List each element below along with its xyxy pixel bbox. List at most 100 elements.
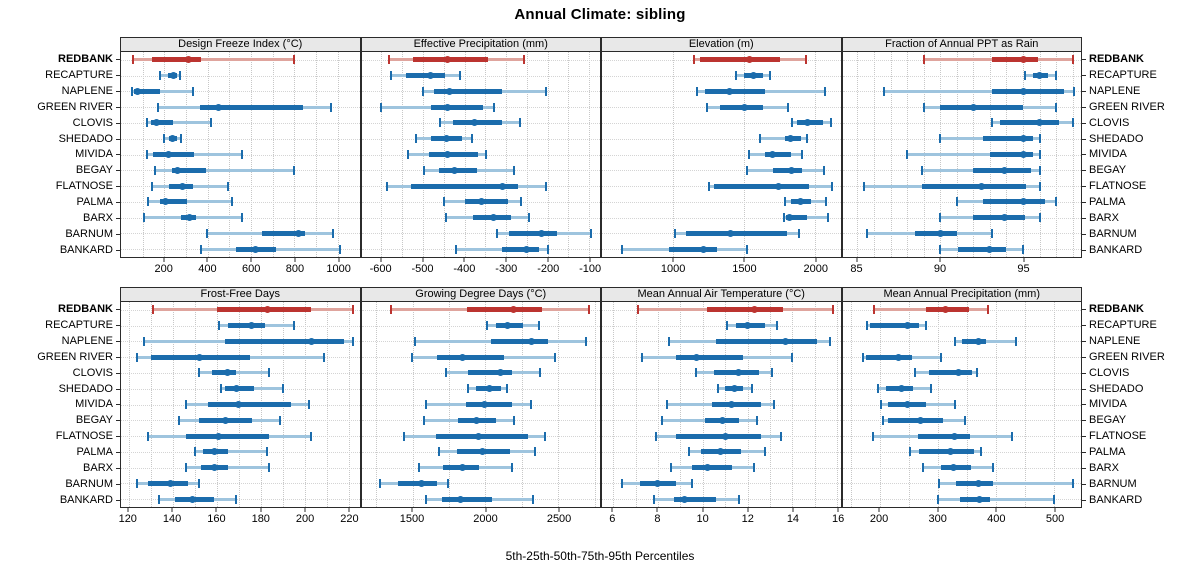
y-axis-tick <box>1082 467 1086 469</box>
median-dot <box>786 214 794 222</box>
whisker-cap <box>268 368 271 378</box>
iqr-box <box>711 401 761 407</box>
axis-tick-label: 1500 <box>732 263 757 275</box>
whisker-line <box>883 89 1075 93</box>
whisker-cap <box>753 463 756 473</box>
median-dot <box>894 353 902 361</box>
panel-strip: Mean Annual Air Temperature (°C) <box>601 287 842 302</box>
axis-tick <box>937 508 939 512</box>
site-label-row: RECAPTURE <box>0 318 120 334</box>
site-label: BARNUM <box>65 477 113 490</box>
whisker-cap <box>706 102 709 112</box>
gridline-horizontal <box>121 186 360 188</box>
whisker-cap <box>748 149 751 159</box>
axis-tick <box>163 258 165 262</box>
gridline-horizontal <box>602 217 841 219</box>
y-axis-tick <box>1082 325 1086 327</box>
site-label-row: BARNUM <box>1082 476 1200 492</box>
median-dot <box>473 416 481 424</box>
whisker-cap <box>746 244 749 254</box>
percentile-row <box>362 349 601 365</box>
whisker-cap <box>351 305 354 315</box>
median-dot <box>442 135 450 143</box>
whisker-cap <box>279 415 282 425</box>
site-label-row: BANKARD <box>0 242 120 258</box>
whisker-cap <box>588 305 591 315</box>
axis-tick <box>505 258 507 262</box>
median-dot <box>1019 56 1027 64</box>
site-label: MIVIDA <box>1089 148 1127 161</box>
iqr-box <box>435 433 528 439</box>
median-dot <box>916 416 924 424</box>
iqr-box <box>413 57 489 63</box>
gridline-horizontal <box>121 483 360 485</box>
whisker-cap <box>800 149 803 159</box>
axis-tick-label: 120 <box>118 513 137 525</box>
median-dot <box>169 135 177 143</box>
y-axis-tick <box>116 404 120 406</box>
whisker-cap <box>1022 244 1025 254</box>
whisker-cap <box>936 494 939 504</box>
panel-plot-area <box>360 302 601 508</box>
site-label-row: GREEN RIVER <box>1082 100 1200 116</box>
whisker-cap <box>991 463 994 473</box>
whisker-cap <box>954 399 957 409</box>
site-label: SHEDADO <box>58 132 113 145</box>
panel: Frost-Free Days 120 140 160 180 200 220 <box>118 287 361 534</box>
percentile-row <box>602 68 841 84</box>
percentile-row <box>843 52 1082 68</box>
percentile-row <box>362 131 601 147</box>
panel-x-axis: 85 90 95 <box>842 258 1083 284</box>
axis-tick <box>939 258 941 262</box>
site-label: NAPLENE <box>61 335 113 348</box>
site-label: FLATNOSE <box>55 430 113 443</box>
iqr-box <box>160 199 188 205</box>
y-axis-tick <box>1082 154 1086 156</box>
axis-tick <box>215 508 217 512</box>
median-dot <box>975 495 983 503</box>
panel-strip-title: Frost-Free Days <box>200 288 280 300</box>
site-label: NAPLENE <box>1089 85 1141 98</box>
iqr-box <box>865 354 912 360</box>
gridline-horizontal <box>361 233 600 235</box>
median-dot <box>166 479 174 487</box>
whisker-cap <box>798 228 801 238</box>
percentile-row <box>602 444 841 460</box>
axis-tick <box>348 508 350 512</box>
percentile-row <box>121 178 360 194</box>
median-dot <box>904 322 912 330</box>
median-dot <box>1001 166 1009 174</box>
whisker-cap <box>131 55 134 65</box>
median-dot <box>746 56 754 64</box>
whisker-cap <box>130 86 133 96</box>
median-dot <box>457 495 465 503</box>
whisker-cap <box>179 134 182 144</box>
site-label: RECAPTURE <box>1089 319 1157 332</box>
percentile-row <box>121 460 360 476</box>
whisker-cap <box>406 149 409 159</box>
whisker-cap <box>823 165 826 175</box>
percentile-row <box>362 491 601 507</box>
panel-x-axis: 1500 2000 2500 <box>361 508 602 534</box>
whisker-cap <box>1053 494 1056 504</box>
iqr-box <box>918 433 970 439</box>
iqr-box <box>669 246 718 252</box>
percentile-row <box>602 99 841 115</box>
percentile-row <box>843 68 1082 84</box>
axis-tick-label: 2500 <box>546 513 572 525</box>
whisker-cap <box>323 352 326 362</box>
whisker-cap <box>437 447 440 457</box>
percentile-row <box>121 210 360 226</box>
axis-tick-label: 85 <box>850 263 863 275</box>
median-dot <box>443 103 451 111</box>
whisker-cap <box>621 478 624 488</box>
panel-strip-title: Mean Annual Precipitation (mm) <box>883 288 1040 300</box>
iqr-box <box>960 496 990 502</box>
whisker-cap <box>938 478 941 488</box>
y-axis-tick <box>116 59 120 61</box>
whisker-cap <box>695 86 698 96</box>
y-axis-tick <box>116 233 120 235</box>
iqr-box <box>152 57 202 63</box>
site-label: MIVIDA <box>75 148 113 161</box>
whisker-cap <box>831 305 834 315</box>
